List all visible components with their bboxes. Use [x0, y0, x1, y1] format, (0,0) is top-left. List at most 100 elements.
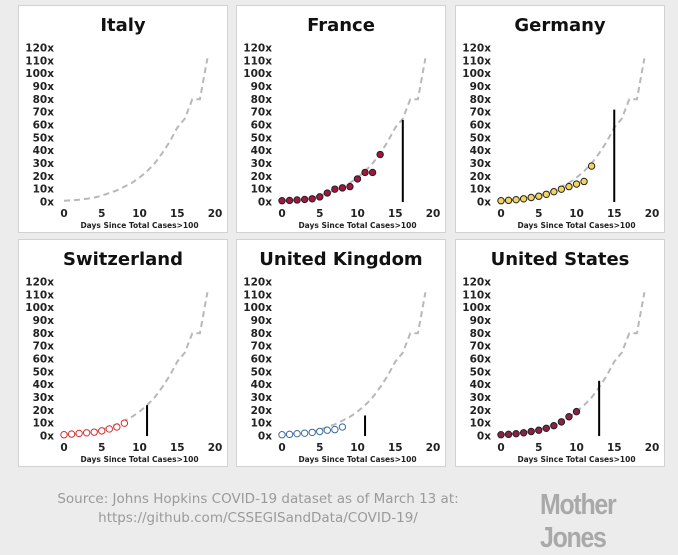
y-tick-label: 60x	[251, 354, 273, 366]
y-tick-label: 0x	[258, 197, 272, 209]
data-point	[557, 418, 566, 426]
y-tick-label: 110x	[25, 289, 54, 301]
x-tick-label: 5	[535, 442, 542, 454]
reference-curve	[281, 292, 427, 436]
source-link[interactable]: https://github.com/CSSEGISandData/COVID-…	[98, 510, 418, 526]
x-tick-label: 10	[569, 442, 584, 454]
data-point	[323, 189, 332, 197]
x-tick-label: 10	[350, 208, 365, 220]
x-tick-label: 20	[208, 442, 223, 454]
y-tick-label: 120x	[243, 43, 272, 55]
data-point	[572, 407, 581, 416]
y-tick-label: 10x	[470, 184, 492, 196]
x-tick-label: 20	[208, 208, 223, 220]
data-point	[113, 423, 121, 431]
data-point	[105, 425, 114, 433]
x-axis-label: Days Since Total Cases>100	[517, 221, 635, 230]
panel-italy: Italy 0x 10x 20x 30x 40x 50x 60x 70x 80x 90x 100x 1…	[18, 5, 228, 233]
y-tick-label: 70x	[470, 341, 492, 353]
y-tick-label: 20x	[33, 171, 55, 183]
x-tick-label: 20	[426, 208, 441, 220]
y-tick-label: 50x	[251, 366, 273, 378]
y-tick-label: 110x	[462, 289, 491, 301]
data-point	[285, 196, 294, 205]
y-tick-label: 30x	[33, 158, 55, 170]
y-tick-label: 90x	[33, 81, 55, 93]
x-tick-label: 15	[388, 442, 403, 454]
y-tick-label: 70x	[251, 341, 273, 353]
chart-title: United Kingdom	[259, 249, 423, 270]
source-line-1: Source: Johns Hopkins COVID-19 dataset a…	[57, 491, 459, 507]
reference-curve	[500, 58, 646, 202]
data-point	[293, 429, 301, 438]
x-tick-label: 10	[350, 442, 365, 454]
y-tick-label: 60x	[33, 354, 55, 366]
chart-svg: 0x10x20x30x40x50x60x70x80x90x100x110x120…	[462, 277, 659, 465]
data-point	[293, 196, 301, 204]
data-point	[331, 425, 339, 434]
y-tick-label: 70x	[251, 107, 273, 119]
data-point	[308, 195, 316, 203]
y-tick-label: 40x	[251, 145, 273, 157]
y-tick-label: 0x	[477, 431, 491, 443]
data-point	[120, 419, 129, 427]
reference-curve	[63, 58, 209, 202]
y-tick-label: 100x	[25, 302, 54, 314]
chart-svg: 0x10x20x30x40x50x60x70x80x90x100x110x120…	[25, 43, 223, 231]
data-point	[504, 196, 513, 205]
data-point	[565, 413, 573, 421]
data-point	[587, 162, 596, 170]
y-tick-label: 30x	[470, 392, 492, 404]
x-tick-label: 5	[98, 208, 105, 220]
data-point	[497, 197, 505, 205]
y-tick-label: 30x	[251, 158, 273, 170]
data-point	[542, 190, 551, 199]
y-tick-label: 120x	[462, 43, 491, 55]
data-point	[308, 428, 316, 437]
y-tick-label: 120x	[462, 277, 491, 289]
data-point	[550, 422, 558, 430]
y-tick-label: 40x	[470, 379, 492, 391]
data-point	[316, 427, 324, 436]
y-tick-label: 80x	[470, 94, 492, 106]
reference-curve	[281, 58, 427, 202]
data-point	[346, 182, 354, 191]
y-tick-label: 10x	[33, 184, 55, 196]
chart-title: Italy	[100, 15, 146, 36]
data-point	[527, 427, 535, 436]
y-tick-label: 120x	[25, 277, 54, 289]
y-tick-label: 110x	[243, 55, 272, 67]
y-tick-label: 90x	[251, 81, 273, 93]
y-tick-label: 80x	[251, 328, 273, 340]
x-tick-label: 0	[497, 208, 504, 220]
y-tick-label: 10x	[251, 418, 273, 430]
x-tick-label: 0	[60, 208, 67, 220]
data-point	[98, 427, 106, 435]
y-tick-label: 110x	[25, 55, 54, 67]
x-axis-label: Days Since Total Cases>100	[298, 221, 416, 230]
y-tick-label: 50x	[470, 366, 492, 378]
panel-united-kingdom: United Kingdom 0x 10x 20x 30x 40x 50x 60x 70x 80…	[236, 239, 446, 467]
data-point	[323, 426, 332, 434]
y-tick-label: 20x	[470, 171, 492, 183]
x-axis-label: Days Since Total Cases>100	[80, 221, 198, 230]
data-point	[75, 429, 83, 438]
y-tick-label: 100x	[462, 302, 491, 314]
data-point	[376, 150, 384, 159]
data-point	[565, 182, 573, 191]
y-tick-label: 50x	[251, 132, 273, 144]
chart-svg: 0x10x20x30x40x50x60x70x80x90x100x110x120…	[462, 43, 659, 231]
data-point	[535, 426, 543, 434]
y-tick-label: 50x	[470, 132, 492, 144]
x-tick-label: 15	[607, 442, 622, 454]
data-point	[368, 168, 377, 177]
data-point	[338, 184, 347, 192]
data-point	[527, 193, 535, 202]
y-tick-label: 100x	[462, 68, 491, 80]
y-tick-label: 0x	[477, 197, 491, 209]
y-tick-label: 60x	[33, 120, 55, 132]
data-point	[67, 430, 76, 438]
data-point	[512, 195, 520, 204]
data-point	[331, 185, 339, 193]
panel-switzerland: Switzerland 0x 10x 20x 30x 40x 50x 60x 70x 80x 90…	[18, 239, 228, 467]
